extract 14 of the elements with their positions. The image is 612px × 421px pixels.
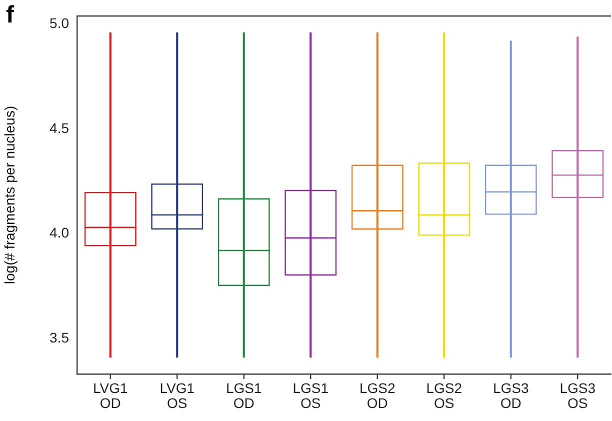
y-tick-label: 3.5: [50, 329, 70, 346]
x-tick-label: LGS3 OD: [492, 380, 529, 411]
x-tick-label: LGS2 OD: [359, 380, 396, 411]
x-tick-label: LGS1 OS: [292, 380, 329, 411]
y-tick-label: 4.5: [50, 120, 70, 136]
text: f: [6, 2, 15, 29]
y-tick-label: 4.0: [50, 224, 70, 241]
x-tick-label: LGS1 OD: [226, 380, 262, 411]
x-tick-label: LVG1 OD: [92, 380, 128, 411]
x-tick-label: LGS3 OS: [560, 380, 596, 411]
y-tick-label: 5.0: [50, 15, 70, 32]
x-tick-label: LVG1 OS: [160, 380, 195, 411]
y-axis-title: log(# fragments per nucleus): [1, 106, 18, 284]
x-tick-label: LGS2 OS: [426, 380, 462, 411]
